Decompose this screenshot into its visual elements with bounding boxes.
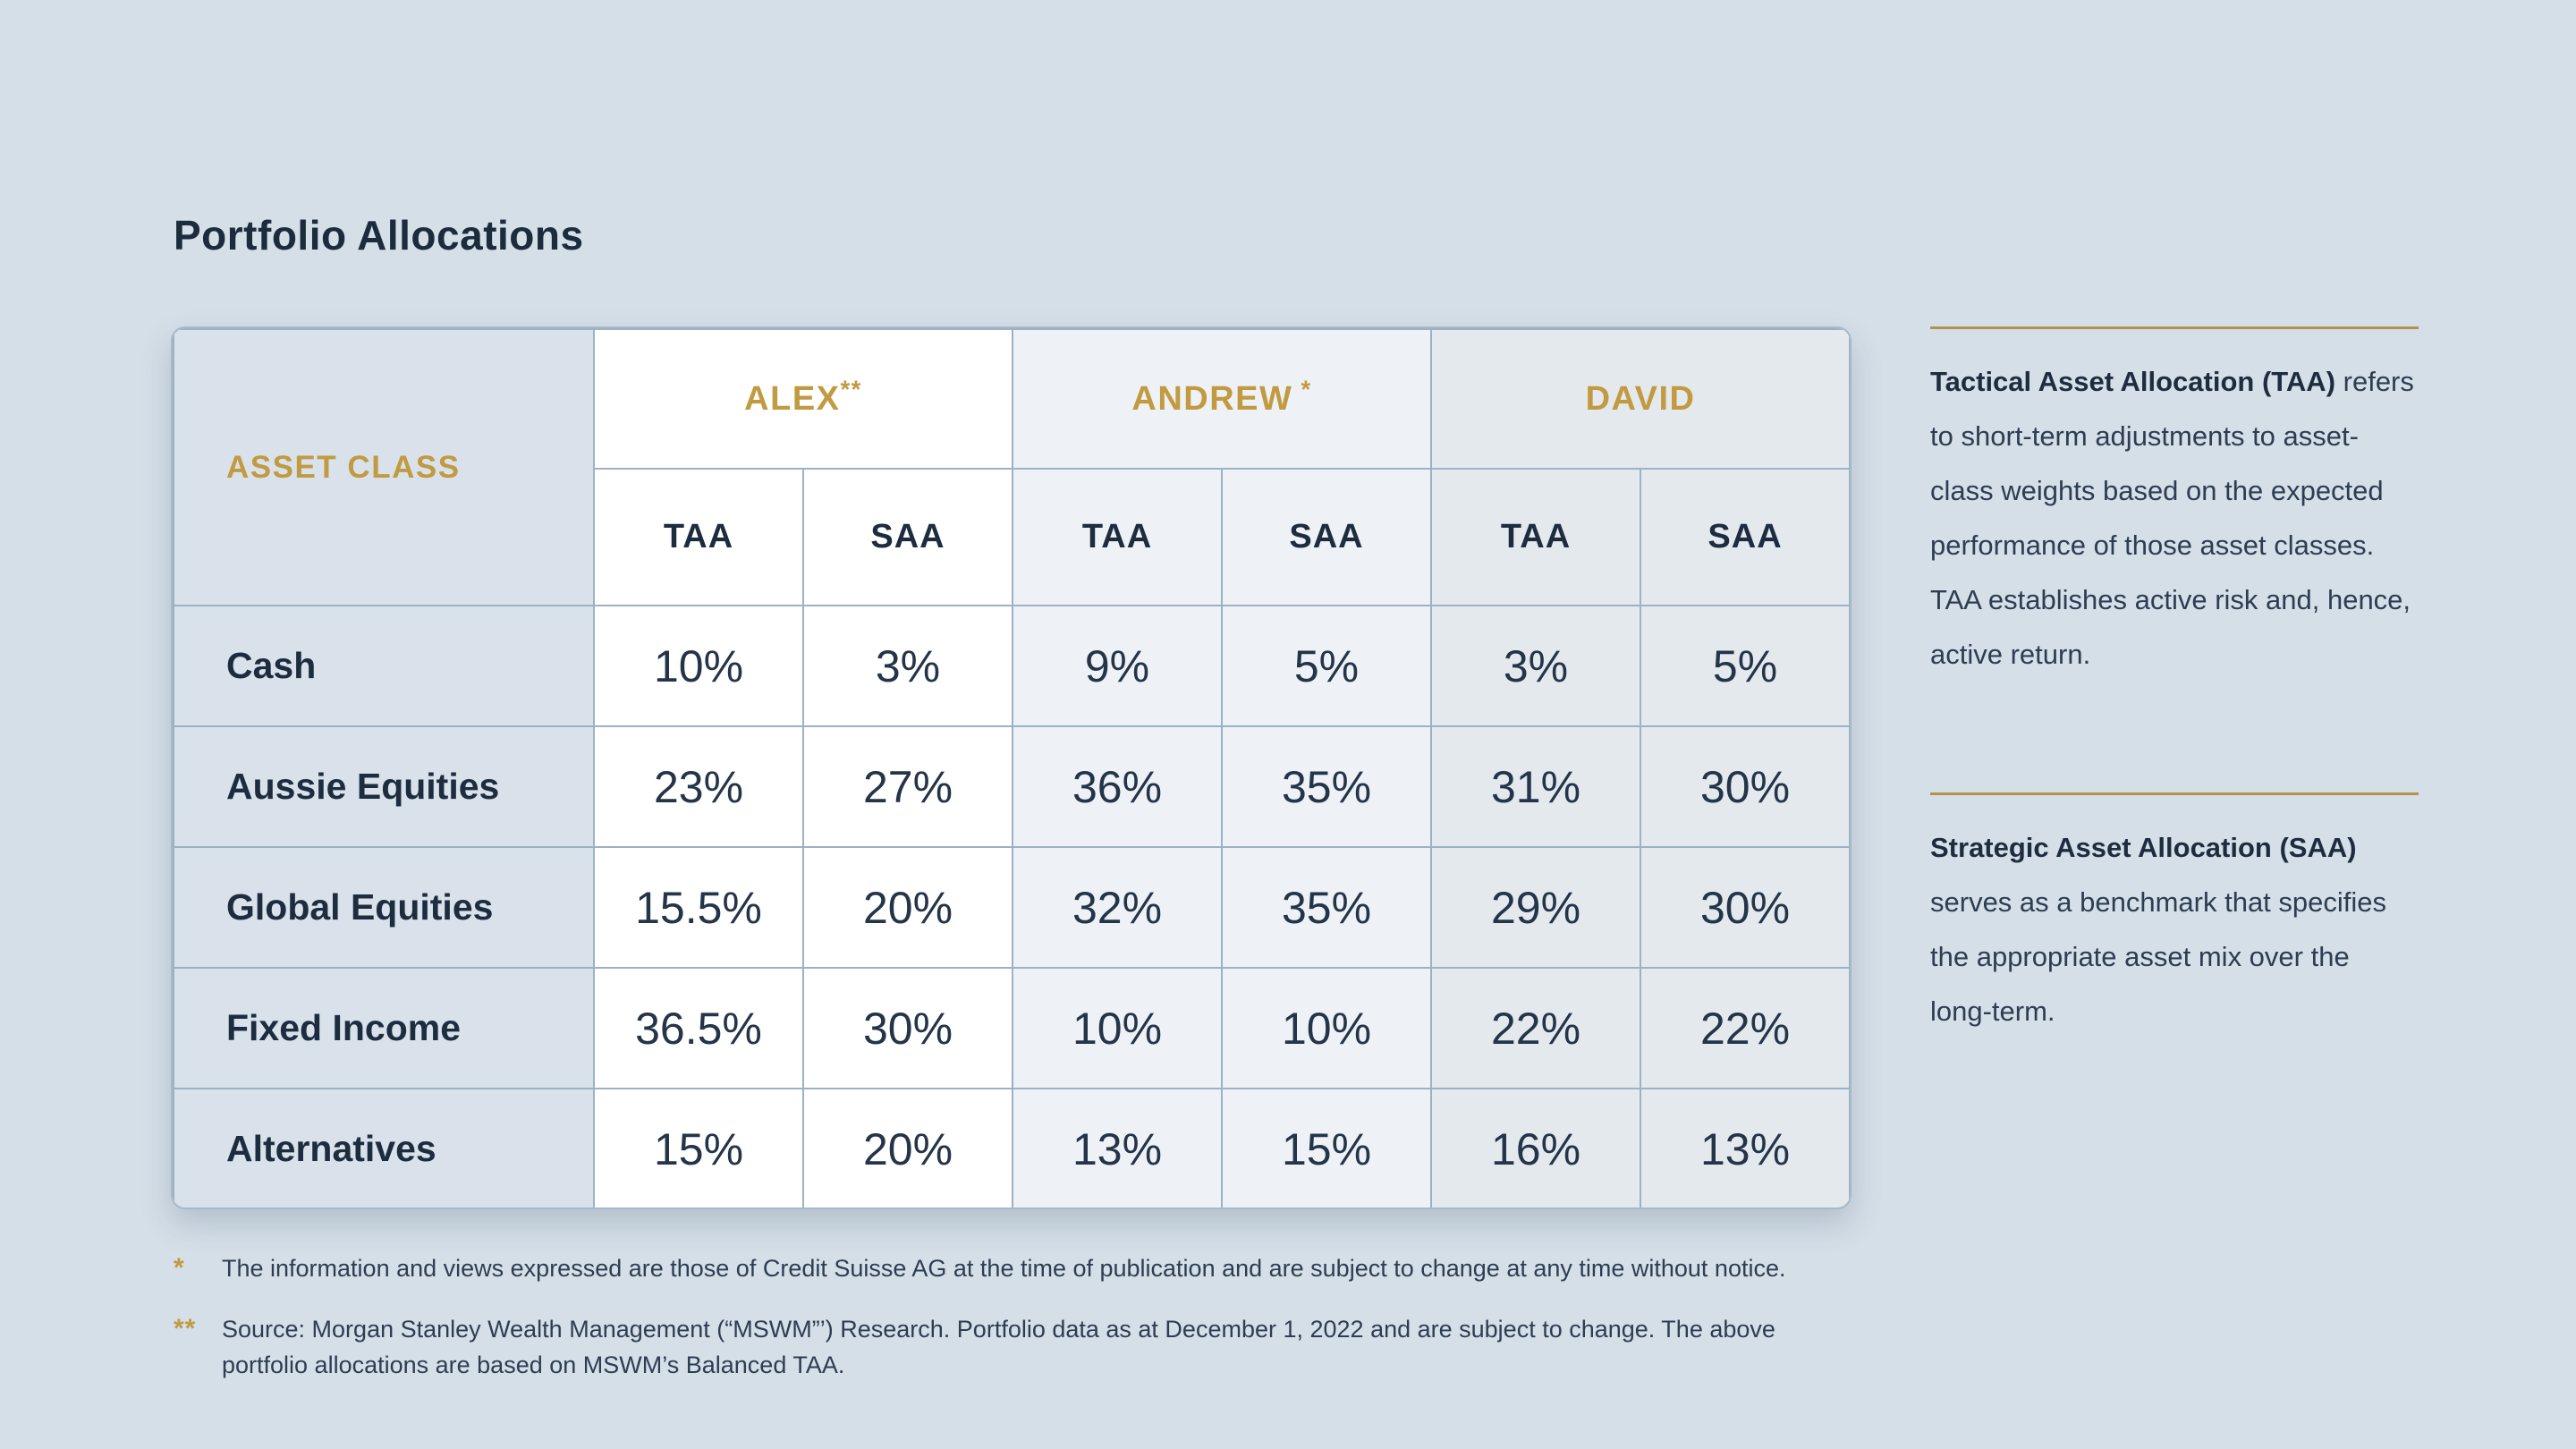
value-global-alex-saa: 20%	[802, 846, 1013, 969]
definitions-sidebar: Tactical Asset Allocation (TAA) refers t…	[1930, 326, 2419, 1038]
table-row-aussie-equities: Aussie Equities 23% 27% 36% 35% 31% 30%	[173, 725, 1850, 848]
taa-definition: Tactical Asset Allocation (TAA) refers t…	[1930, 326, 2419, 682]
value-alternatives-david-taa: 16%	[1430, 1088, 1642, 1208]
gold-divider-bottom	[1930, 792, 2419, 795]
value-global-alex-taa: 15.5%	[593, 846, 804, 969]
value-global-andrew-taa: 32%	[1012, 846, 1223, 969]
group-header-andrew: ANDREW *	[1011, 328, 1433, 470]
group-name-andrew: ANDREW	[1131, 379, 1293, 418]
footnote-1: * The information and views expressed ar…	[174, 1250, 1819, 1286]
value-fixed-david-taa: 22%	[1430, 967, 1642, 1089]
portfolio-allocations-table: ASSET CLASS ALEX** ANDREW * DAVID TAA SA…	[173, 328, 1850, 1208]
value-alternatives-andrew-taa: 13%	[1012, 1088, 1223, 1208]
taa-body: refers to short-term adjustments to asse…	[1930, 366, 2414, 670]
row-label-cash: Cash	[173, 605, 595, 727]
value-cash-alex-taa: 10%	[593, 605, 804, 727]
subheader-andrew-taa: TAA	[1012, 468, 1223, 606]
taa-term: Tactical Asset Allocation (TAA)	[1930, 366, 2336, 397]
saa-body: serves as a benchmark that specifies the…	[1930, 886, 2387, 1027]
value-aussie-david-saa: 30%	[1640, 725, 1850, 848]
group-header-row: ASSET CLASS ALEX** ANDREW * DAVID	[173, 328, 1850, 606]
saa-definition: Strategic Asset Allocation (SAA) serves …	[1930, 792, 2419, 1038]
value-aussie-david-taa: 31%	[1430, 725, 1642, 848]
value-aussie-andrew-taa: 36%	[1012, 725, 1223, 848]
value-aussie-andrew-saa: 35%	[1220, 725, 1433, 848]
value-aussie-alex-saa: 27%	[802, 725, 1013, 848]
value-alternatives-alex-saa: 20%	[802, 1088, 1013, 1208]
value-alternatives-alex-taa: 15%	[593, 1088, 804, 1208]
footnote-1-text: The information and views expressed are …	[222, 1255, 1786, 1282]
saa-definition-text: Strategic Asset Allocation (SAA) serves …	[1930, 820, 2419, 1038]
subheader-alex-saa: SAA	[802, 468, 1013, 606]
group-name-alex: ALEX	[744, 379, 841, 418]
footnote-2-marker: **	[174, 1314, 197, 1343]
group-name-david: DAVID	[1585, 379, 1696, 418]
sub-header-row: TAA SAA TAA SAA TAA SAA	[174, 468, 1850, 606]
value-alternatives-david-saa: 13%	[1640, 1088, 1850, 1208]
value-alternatives-andrew-saa: 15%	[1220, 1088, 1433, 1208]
value-global-david-taa: 29%	[1430, 846, 1642, 969]
taa-definition-text: Tactical Asset Allocation (TAA) refers t…	[1930, 354, 2419, 682]
value-global-andrew-saa: 35%	[1220, 846, 1433, 969]
value-fixed-david-saa: 22%	[1640, 967, 1850, 1089]
value-cash-andrew-taa: 9%	[1012, 605, 1223, 727]
value-cash-david-saa: 5%	[1640, 605, 1850, 727]
saa-term: Strategic Asset Allocation (SAA)	[1930, 832, 2357, 863]
alex-footnote-marker: **	[840, 374, 862, 402]
value-cash-andrew-saa: 5%	[1220, 605, 1433, 727]
value-aussie-alex-taa: 23%	[593, 725, 804, 848]
page-title: Portfolio Allocations	[174, 212, 584, 258]
value-fixed-alex-saa: 30%	[802, 967, 1013, 1089]
row-label-aussie-equities: Aussie Equities	[173, 725, 595, 848]
footnotes: * The information and views expressed ar…	[174, 1250, 1819, 1383]
footnote-2: ** Source: Morgan Stanley Wealth Managem…	[174, 1311, 1819, 1383]
value-fixed-andrew-taa: 10%	[1012, 967, 1223, 1089]
table-row-alternatives: Alternatives 15% 20% 13% 15% 16% 13%	[173, 1088, 1850, 1208]
subheader-andrew-saa: SAA	[1220, 468, 1433, 606]
row-label-fixed-income: Fixed Income	[173, 967, 595, 1089]
value-cash-david-taa: 3%	[1430, 605, 1642, 727]
subheader-alex-taa: TAA	[593, 468, 804, 606]
row-label-alternatives: Alternatives	[173, 1088, 595, 1208]
group-header-alex: ALEX**	[593, 328, 1013, 470]
value-global-david-saa: 30%	[1640, 846, 1850, 969]
value-fixed-andrew-saa: 10%	[1220, 967, 1433, 1089]
table-row-cash: Cash 10% 3% 9% 5% 3% 5%	[173, 605, 1850, 727]
footnote-1-marker: *	[174, 1253, 185, 1283]
footnote-2-text: Source: Morgan Stanley Wealth Management…	[222, 1316, 1775, 1378]
table-row-global-equities: Global Equities 15.5% 20% 32% 35% 29% 30…	[173, 846, 1850, 969]
portfolio-allocations-table-card: ASSET CLASS ALEX** ANDREW * DAVID TAA SA…	[171, 326, 1852, 1209]
gold-divider-top	[1930, 326, 2419, 329]
andrew-footnote-marker: *	[1292, 374, 1312, 402]
subheader-david-saa: SAA	[1640, 468, 1850, 606]
subheader-david-taa: TAA	[1430, 468, 1642, 606]
value-fixed-alex-taa: 36.5%	[593, 967, 804, 1089]
asset-class-header: ASSET CLASS	[173, 328, 595, 606]
group-header-david: DAVID	[1430, 328, 1850, 470]
table-row-fixed-income: Fixed Income 36.5% 30% 10% 10% 22% 22%	[173, 967, 1850, 1089]
value-cash-alex-saa: 3%	[802, 605, 1013, 727]
row-label-global-equities: Global Equities	[173, 846, 595, 969]
